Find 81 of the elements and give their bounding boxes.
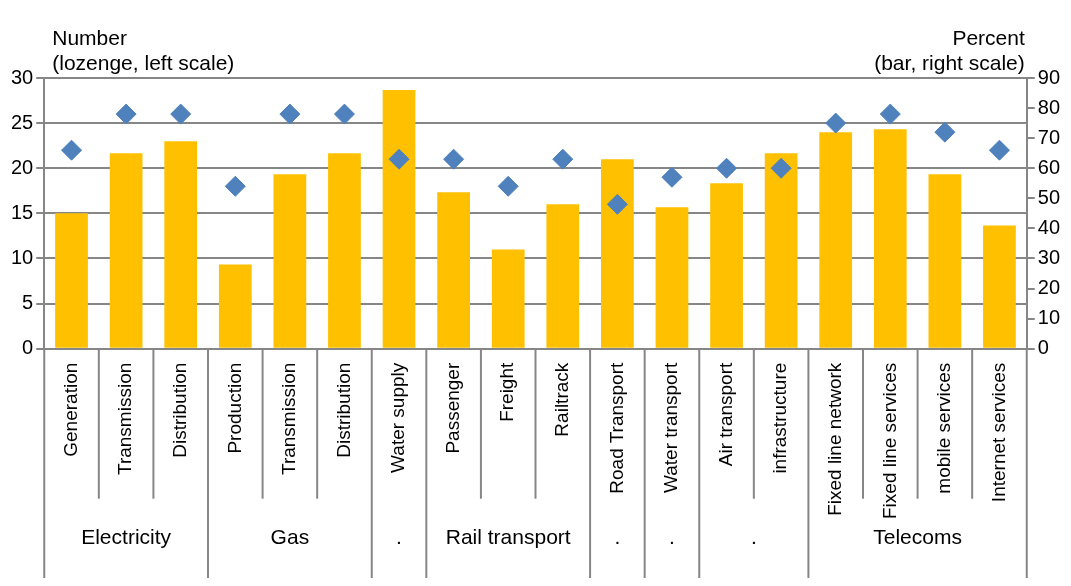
bar bbox=[273, 174, 307, 348]
point bbox=[988, 139, 1010, 161]
y2-tick-label: 70 bbox=[1037, 125, 1060, 148]
point bbox=[497, 175, 519, 197]
text: Rail transport bbox=[445, 525, 571, 549]
text: Gas bbox=[270, 525, 310, 549]
text: . bbox=[614, 525, 621, 549]
point bbox=[279, 103, 301, 125]
bar bbox=[601, 159, 634, 348]
bar bbox=[382, 90, 416, 348]
y2-tick-label: 50 bbox=[1037, 185, 1060, 208]
bar bbox=[928, 174, 962, 348]
x-tick-label: Distribution bbox=[168, 362, 190, 458]
bar bbox=[109, 153, 143, 348]
point bbox=[934, 121, 956, 143]
y-tick-label: 15 bbox=[11, 200, 34, 223]
bar bbox=[710, 183, 743, 348]
bar bbox=[491, 249, 525, 348]
point bbox=[333, 103, 355, 125]
x-tick-label: Water supply bbox=[387, 362, 409, 473]
point bbox=[606, 193, 628, 215]
text: . bbox=[396, 525, 402, 549]
y-tick-label: 10 bbox=[11, 246, 34, 268]
y-tick-label: 0 bbox=[22, 336, 34, 359]
x-tick-label: Transmission bbox=[278, 362, 300, 475]
text: Electricity bbox=[81, 525, 172, 549]
bar bbox=[164, 141, 198, 348]
y2-tick-label: 10 bbox=[1037, 306, 1060, 329]
x-tick-label: Air transport bbox=[714, 362, 736, 467]
x-tick-label: Fixed line services bbox=[878, 362, 900, 519]
point bbox=[770, 157, 792, 179]
x-tick-label: Transmission bbox=[114, 362, 136, 475]
bar bbox=[764, 153, 798, 348]
bar bbox=[983, 225, 1016, 348]
text: Telecoms bbox=[873, 525, 962, 549]
y2-tick-label: 0 bbox=[1037, 336, 1049, 359]
point bbox=[552, 148, 574, 170]
text: . bbox=[750, 525, 757, 549]
point bbox=[170, 103, 192, 125]
x-tick-label: Water transport bbox=[660, 362, 682, 493]
y-tick-label: 25 bbox=[11, 110, 34, 133]
bar bbox=[819, 132, 853, 348]
x-tick-label: infrastructure bbox=[769, 362, 791, 474]
bar bbox=[546, 204, 580, 348]
point bbox=[388, 148, 410, 170]
y2-tick-label: 20 bbox=[1037, 276, 1060, 299]
bar bbox=[437, 192, 470, 348]
x-tick-label: Production bbox=[223, 362, 245, 454]
x-tick-label: Freight bbox=[496, 362, 518, 422]
x-tick-label: Distribution bbox=[332, 362, 354, 458]
bar bbox=[873, 129, 907, 348]
x-tick-label: Road Transport bbox=[605, 362, 627, 494]
text: . bbox=[669, 525, 675, 549]
point bbox=[443, 148, 465, 170]
point bbox=[115, 103, 137, 125]
point bbox=[224, 175, 246, 197]
y2-axis-title: Percent (bar, right scale) bbox=[874, 26, 1025, 74]
y2-tick-label: 30 bbox=[1037, 246, 1060, 268]
bar bbox=[55, 213, 88, 348]
bar bbox=[655, 207, 689, 348]
point bbox=[661, 166, 683, 188]
bar bbox=[328, 153, 361, 348]
y-tick-label: 30 bbox=[11, 65, 34, 88]
x-tick-label: Internet services bbox=[987, 362, 1009, 503]
y2-tick-label: 60 bbox=[1037, 155, 1060, 178]
y-axis-title: Number (lozenge, left scale) bbox=[52, 26, 235, 74]
y2-tick-label: 90 bbox=[1037, 65, 1060, 88]
point bbox=[716, 157, 738, 179]
y-tick-label: 5 bbox=[22, 291, 34, 314]
x-tick-label: mobile services bbox=[933, 362, 955, 494]
point bbox=[879, 103, 901, 125]
point bbox=[61, 139, 83, 161]
y2-tick-label: 80 bbox=[1037, 95, 1060, 118]
point bbox=[825, 112, 847, 134]
x-tick-label: Railtrack bbox=[551, 362, 573, 437]
y2-tick-label: 40 bbox=[1037, 215, 1060, 238]
x-tick-label: Fixed line network bbox=[823, 362, 845, 516]
y-tick-label: 20 bbox=[11, 155, 34, 178]
x-tick-label: Generation bbox=[59, 362, 81, 457]
x-tick-label: Passenger bbox=[441, 362, 463, 454]
bar bbox=[218, 264, 252, 348]
